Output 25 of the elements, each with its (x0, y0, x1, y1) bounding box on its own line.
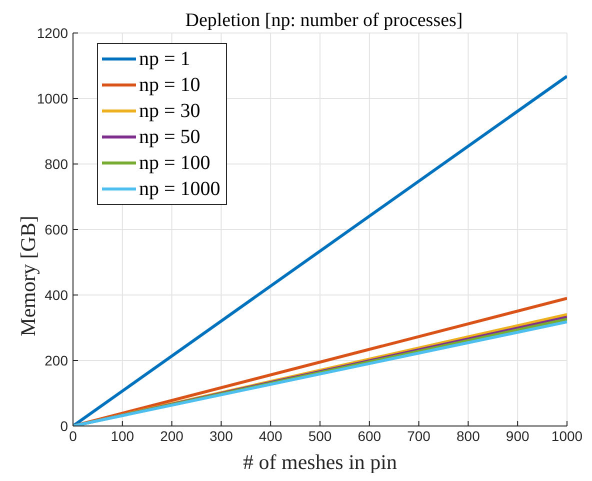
y-tick-label: 600 (44, 221, 68, 238)
x-tick-label: 600 (358, 428, 382, 444)
legend-label: np = 1 (139, 48, 190, 70)
legend-label: np = 50 (139, 126, 200, 148)
x-tick-label: 300 (210, 428, 234, 444)
y-tick-label: 400 (44, 286, 68, 303)
x-tick-label: 100 (110, 428, 134, 444)
y-tick-label: 1200 (36, 24, 68, 41)
y-tick-label: 1000 (36, 90, 68, 106)
x-tick-label: 700 (407, 428, 431, 444)
x-tick-label: 1000 (551, 428, 583, 444)
y-tick-label: 800 (44, 156, 68, 172)
x-tick-label: 500 (308, 428, 332, 444)
x-tick-label: 400 (258, 428, 282, 444)
legend-label: np = 30 (139, 100, 200, 122)
y-tick-label: 200 (44, 352, 68, 368)
y-tick-label: 0 (60, 418, 68, 434)
x-tick-label: 800 (456, 428, 480, 444)
y-axis-title: Memory [GB] (16, 216, 40, 336)
legend-label: np = 1000 (139, 178, 220, 200)
x-tick-label: 900 (506, 428, 530, 444)
x-tick-label: 200 (160, 428, 184, 444)
chart-title: Depletion [np: number of processes] (184, 10, 464, 32)
legend-label: np = 10 (139, 74, 200, 96)
legend-label: np = 100 (139, 152, 210, 174)
